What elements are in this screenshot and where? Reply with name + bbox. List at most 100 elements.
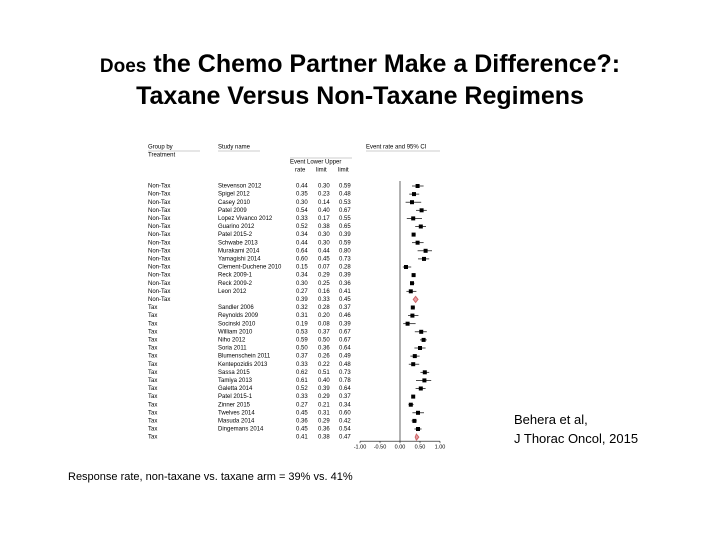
group-label: Non-Tax [148, 232, 170, 238]
study-name: Kentepozidis 2013 [218, 362, 268, 368]
citation-line: Behera et al, [514, 412, 588, 427]
study-name: Masuda 2014 [218, 418, 255, 424]
study-name: Schwabe 2013 [218, 240, 258, 246]
rate: 0.41 [296, 435, 308, 441]
rate: 0.50 [296, 346, 308, 352]
study-name: Guarino 2012 [218, 224, 255, 230]
study-name: Soria 2011 [218, 346, 247, 352]
study-name: Blumenschein 2011 [218, 354, 271, 360]
rate: 0.45 [296, 427, 308, 433]
study-name: Leon 2012 [218, 289, 247, 295]
rate: 0.30 [296, 281, 308, 287]
rate: 0.30 [296, 200, 308, 206]
lower: 0.44 [318, 248, 330, 254]
x-tick-label: 0.50 [415, 445, 426, 451]
group-label: Tax [148, 354, 157, 360]
point-estimate [422, 256, 426, 261]
rate: 0.27 [296, 402, 308, 408]
group-label: Tax [148, 305, 157, 311]
upper: 0.73 [339, 370, 351, 376]
lower: 0.50 [318, 337, 330, 343]
lower: 0.28 [318, 305, 330, 311]
group-label: Tax [148, 370, 157, 376]
rate: 0.33 [296, 216, 308, 222]
rate: 0.61 [296, 378, 308, 384]
upper: 0.46 [339, 313, 351, 319]
group-label: Non-Tax [148, 192, 170, 198]
summary-diamond [412, 295, 419, 304]
upper: 0.67 [339, 208, 351, 214]
upper: 0.59 [339, 240, 351, 246]
lower: 0.33 [318, 297, 330, 303]
point-estimate [411, 232, 416, 237]
lower: 0.30 [318, 184, 330, 190]
point-estimate [412, 354, 417, 359]
lower: 0.51 [318, 370, 330, 376]
group-label: Tax [148, 329, 157, 335]
point-estimate [408, 402, 413, 407]
upper: 0.73 [339, 256, 351, 262]
rate: 0.52 [296, 386, 308, 392]
summary-diamond [414, 433, 420, 442]
group-label: Tax [148, 402, 157, 408]
lower: 0.21 [318, 402, 330, 408]
study-name: Galetta 2014 [218, 386, 253, 392]
rate: 0.39 [296, 297, 308, 303]
upper: 0.78 [339, 378, 351, 384]
upper: 0.36 [339, 281, 351, 287]
title-rest: the Chemo Partner Make a Difference?: [153, 50, 621, 78]
study-name: Niho 2012 [218, 337, 246, 343]
rate: 0.31 [296, 313, 308, 319]
point-estimate [418, 224, 423, 229]
rate: 0.53 [296, 329, 308, 335]
group-label: Non-Tax [148, 297, 170, 303]
study-name: Casey 2010 [218, 200, 251, 206]
upper: 0.47 [339, 435, 351, 441]
lower: 0.45 [318, 256, 330, 262]
study-name: Patel 2015-1 [218, 394, 253, 400]
upper: 0.48 [339, 192, 351, 198]
lower: 0.36 [318, 346, 330, 352]
rate: 0.54 [296, 208, 308, 214]
point-estimate [422, 378, 427, 383]
group-label: Tax [148, 418, 157, 424]
lower: 0.29 [318, 273, 330, 279]
point-estimate [411, 216, 416, 221]
study-name: Sandler 2006 [218, 305, 254, 311]
group-label: Non-Tax [148, 224, 170, 230]
upper: 0.45 [339, 297, 351, 303]
upper: 0.64 [339, 386, 351, 392]
study-name: Zinner 2015 [218, 402, 251, 408]
upper: 0.37 [339, 305, 351, 311]
lower: 0.17 [318, 216, 330, 222]
title-line-2: Taxane Versus Non-Taxane Regimens [136, 82, 584, 110]
rate: 0.36 [296, 418, 308, 424]
group-label: Tax [148, 378, 157, 384]
group-label: Non-Tax [148, 265, 170, 271]
group-label: Tax [148, 394, 157, 400]
rate: 0.59 [296, 337, 308, 343]
lower: 0.25 [318, 281, 330, 287]
point-estimate [404, 265, 408, 269]
upper: 0.67 [339, 329, 351, 335]
footnote: Response rate, non-taxane vs. taxane arm… [68, 471, 353, 483]
rate: 0.15 [296, 265, 308, 271]
rate: 0.32 [296, 305, 308, 311]
upper: 0.65 [339, 224, 351, 230]
col-header: rate [295, 168, 306, 174]
group-label: Non-Tax [148, 289, 170, 295]
group-label: Tax [148, 337, 157, 343]
study-name: Patel 2015-2 [218, 232, 253, 238]
upper: 0.34 [339, 402, 351, 408]
study-name: Twelves 2014 [218, 410, 255, 416]
point-estimate [415, 184, 420, 188]
lower: 0.08 [318, 321, 330, 327]
group-label: Non-Tax [148, 256, 170, 262]
point-estimate [416, 410, 420, 415]
group-label: Non-Tax [148, 248, 170, 254]
col-header: limit [316, 168, 327, 174]
rate: 0.60 [296, 256, 308, 262]
study-name: Reynolds 2009 [218, 313, 259, 319]
study-name: Spigel 2012 [218, 192, 250, 198]
